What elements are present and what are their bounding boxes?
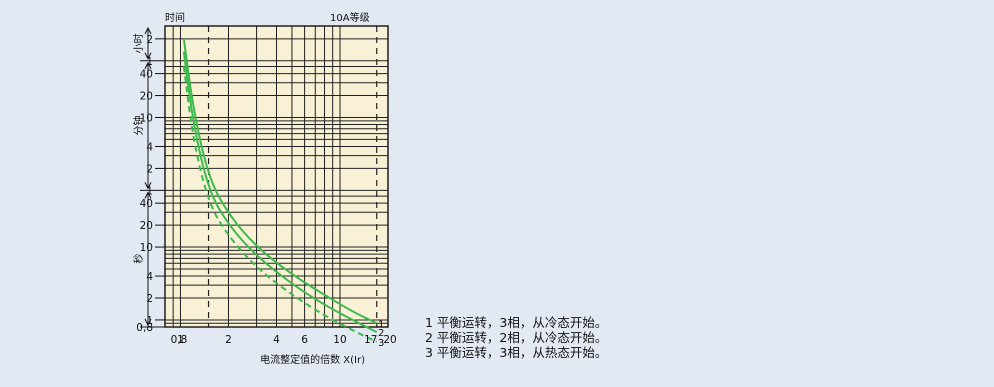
y-tick-label: 2: [146, 293, 153, 305]
curve-3: [182, 66, 378, 343]
curve-label: 2: [378, 328, 384, 339]
plot-frame: [164, 25, 389, 328]
unit-band-arrow: [144, 318, 152, 327]
y-tick-label: 2: [146, 163, 153, 175]
unit-band-arrow: [144, 191, 152, 199]
unit-band-arrow: [144, 26, 152, 35]
y-tick-label: 4: [146, 141, 153, 153]
y-tick-label: 10: [140, 242, 153, 254]
x-tick-label: 4: [273, 334, 280, 346]
curve-1: [182, 38, 378, 325]
y-tick-label: 40: [140, 198, 153, 210]
x-tick-label: 17: [364, 334, 377, 346]
y-tick-label: 10: [140, 112, 153, 124]
x-tick-label: 2: [225, 334, 232, 346]
y-tick-label: 1: [146, 185, 153, 197]
x-tick-label: 0,8: [171, 334, 188, 346]
legend-item: 2 平衡运转，2相，从冷态开始。: [425, 330, 608, 345]
legend-item: 3 平衡运转，3相，从热态开始。: [425, 345, 608, 360]
y-axis-label: 时间: [165, 11, 185, 24]
unit-band-arrow: [144, 182, 152, 190]
y-tick-label: 40: [140, 69, 153, 81]
curve-2: [182, 51, 378, 334]
x-tick-label: 1: [177, 334, 184, 346]
x-axis-label: 电流整定值的倍数 X(Ir): [260, 353, 365, 366]
unit-band-label: 秒: [132, 254, 145, 264]
unit-band-arrow: [144, 61, 152, 69]
curve-label: 3: [378, 338, 384, 349]
chart-title: 10A等级: [330, 11, 370, 24]
y-tick-label: 20: [140, 220, 153, 232]
x-tick-label: 6: [301, 334, 308, 346]
unit-band-label: 小时: [133, 33, 145, 53]
curve-label: 1: [378, 319, 384, 330]
unit-band-arrow: [144, 52, 152, 60]
legend: 1 平衡运转，3相，从冷态开始。 2 平衡运转，2相，从冷态开始。 3 平衡运转…: [425, 315, 607, 360]
y-tick-label: 20: [140, 91, 153, 103]
x-tick-label: 20: [383, 334, 396, 346]
x-tick-label: 10: [333, 334, 346, 346]
y-tick-label: 1: [146, 56, 153, 68]
y-tick-label: 2: [146, 34, 153, 46]
unit-band-label: 分钟: [132, 116, 145, 136]
y-tick-label: 0,8: [136, 322, 153, 334]
legend-item: 1 平衡运转，3相，从冷态开始。: [425, 315, 608, 330]
y-tick-label: 4: [146, 271, 153, 283]
